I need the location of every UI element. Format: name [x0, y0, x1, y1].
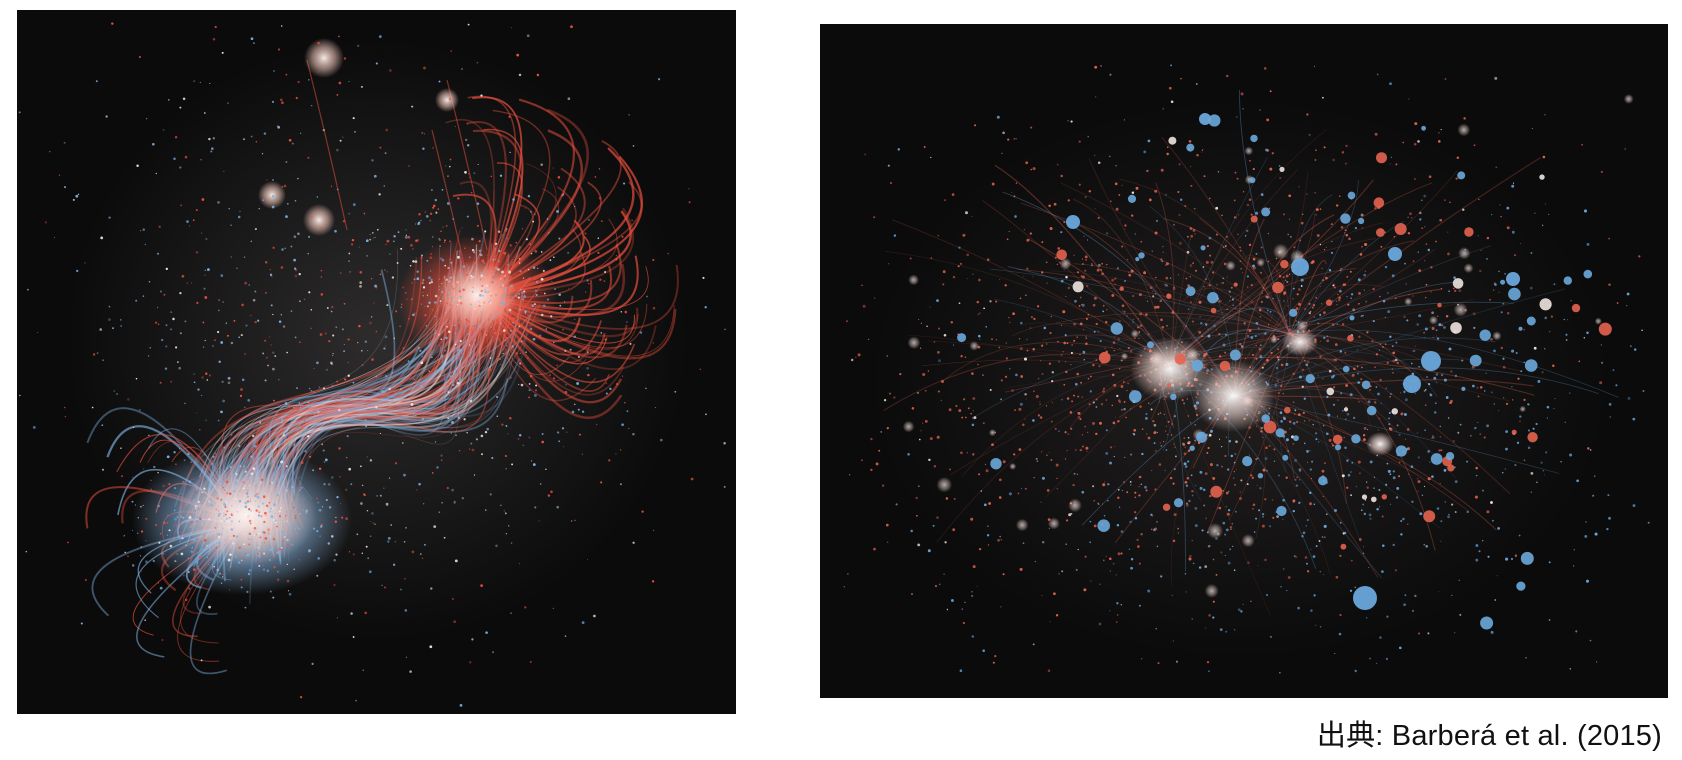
figure-caption: 出典: Barberá et al. (2015) — [1316, 720, 1662, 752]
left-cluster-glow-layer — [132, 38, 557, 595]
left-node-layer — [18, 22, 726, 707]
network-graph-left-image — [18, 22, 726, 707]
network-graph-left — [17, 10, 736, 714]
network-graph-right-image — [843, 64, 1650, 674]
network-graph-right — [820, 24, 1668, 698]
right-hub-layer — [957, 113, 1612, 630]
